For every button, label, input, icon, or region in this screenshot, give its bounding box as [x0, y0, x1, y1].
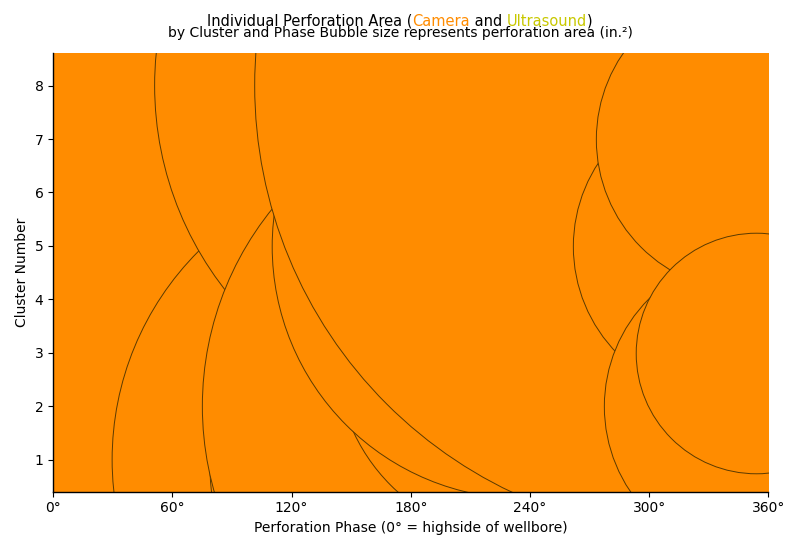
- Point: [510, 402, 522, 411]
- Point: [638, 455, 651, 464]
- Text: Individual Perforation Area (: Individual Perforation Area (: [207, 14, 413, 29]
- Point: [408, 81, 421, 90]
- Point: [539, 188, 552, 197]
- Point: [90, 188, 103, 197]
- Point: [385, 81, 398, 90]
- Point: [370, 241, 383, 250]
- Point: [262, 135, 274, 144]
- X-axis label: Perforation Phase (0° = highside of wellbore): Perforation Phase (0° = highside of well…: [254, 521, 567, 535]
- Point: [162, 295, 174, 304]
- Point: [285, 241, 298, 250]
- Point: [400, 455, 413, 464]
- Point: [515, 348, 528, 357]
- Point: [77, 188, 90, 197]
- Point: [484, 402, 497, 411]
- Point: [239, 135, 252, 144]
- Point: [246, 348, 258, 357]
- Point: [508, 455, 521, 464]
- Point: [736, 348, 749, 357]
- Point: [299, 188, 312, 197]
- Point: [480, 81, 493, 90]
- Point: [496, 348, 509, 357]
- Point: [750, 402, 762, 411]
- Point: [381, 135, 394, 144]
- Point: [484, 455, 497, 464]
- Point: [162, 455, 174, 464]
- Point: [365, 348, 378, 357]
- Point: [361, 188, 374, 197]
- Point: [289, 402, 302, 411]
- Text: ): ): [587, 14, 593, 29]
- Point: [551, 295, 564, 304]
- Point: [176, 295, 189, 304]
- Point: [722, 135, 735, 144]
- Point: [281, 188, 294, 197]
- Point: [718, 241, 731, 250]
- Point: [358, 241, 371, 250]
- Point: [500, 135, 513, 144]
- Point: [518, 241, 530, 250]
- Point: [266, 348, 278, 357]
- Text: and: and: [470, 14, 507, 29]
- Point: [658, 455, 671, 464]
- Point: [570, 295, 582, 304]
- Point: [730, 402, 743, 411]
- Point: [698, 81, 711, 90]
- Point: [385, 402, 398, 411]
- Point: [259, 402, 272, 411]
- Y-axis label: Cluster Number: Cluster Number: [15, 218, 29, 327]
- Point: [266, 241, 278, 250]
- Point: [285, 295, 298, 304]
- Point: [369, 295, 382, 304]
- Text: Ultrasound: Ultrasound: [507, 14, 587, 29]
- Point: [742, 135, 755, 144]
- Point: [518, 188, 530, 197]
- Point: [750, 348, 762, 357]
- Point: [523, 135, 536, 144]
- Point: [470, 295, 482, 304]
- Text: by Cluster and Phase Bubble size represents perforation area (in.²): by Cluster and Phase Bubble size represe…: [167, 26, 633, 40]
- Point: [496, 241, 509, 250]
- Point: [180, 455, 193, 464]
- Point: [222, 81, 234, 90]
- Text: Camera: Camera: [413, 14, 470, 29]
- Point: [246, 81, 258, 90]
